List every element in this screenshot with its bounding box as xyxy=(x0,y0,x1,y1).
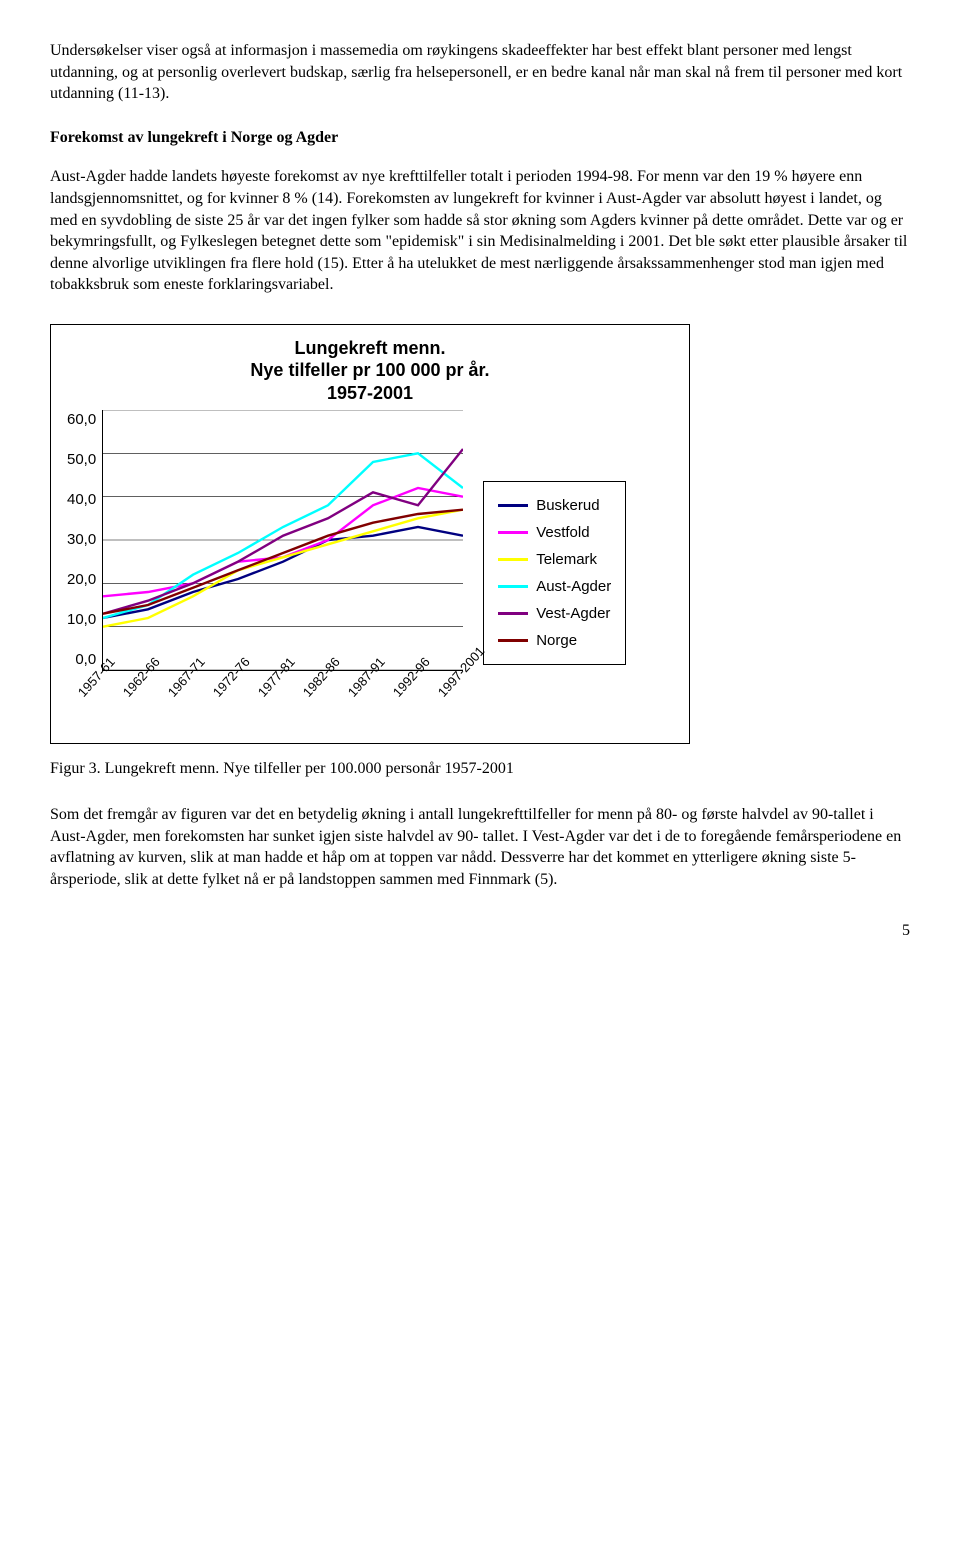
body-paragraph: Aust-Agder hadde landets høyeste forekom… xyxy=(50,166,910,296)
legend-item: Telemark xyxy=(498,546,611,573)
legend-swatch xyxy=(498,585,528,588)
legend-label: Buskerud xyxy=(536,492,599,519)
legend-item: Buskerud xyxy=(498,492,611,519)
line-chart-svg xyxy=(103,410,463,670)
chart-title: Lungekreft menn. Nye tilfeller pr 100 00… xyxy=(67,337,673,405)
body-paragraph-2: Som det fremgår av figuren var det en be… xyxy=(50,804,910,890)
chart-title-line3: 1957-2001 xyxy=(327,383,413,403)
y-tick-label: 30,0 xyxy=(67,530,96,550)
legend-item: Aust-Agder xyxy=(498,573,611,600)
y-tick-label: 10,0 xyxy=(67,610,96,630)
legend-label: Vest-Agder xyxy=(536,600,610,627)
page-number: 5 xyxy=(50,920,910,942)
legend: BuskerudVestfoldTelemarkAust-AgderVest-A… xyxy=(483,481,626,665)
figure-caption: Figur 3. Lungekreft menn. Nye tilfeller … xyxy=(50,758,910,780)
legend-item: Vestfold xyxy=(498,519,611,546)
series-vestfold xyxy=(103,488,463,596)
legend-swatch xyxy=(498,531,528,534)
y-tick-label: 40,0 xyxy=(67,490,96,510)
y-tick-label: 50,0 xyxy=(67,450,96,470)
legend-label: Telemark xyxy=(536,546,597,573)
intro-paragraph: Undersøkelser viser også at informasjon … xyxy=(50,40,910,105)
section-heading: Forekomst av lungekreft i Norge og Agder xyxy=(50,127,910,149)
legend-swatch xyxy=(498,612,528,615)
legend-label: Aust-Agder xyxy=(536,573,611,600)
chart-container: Lungekreft menn. Nye tilfeller pr 100 00… xyxy=(50,324,690,745)
legend-item: Vest-Agder xyxy=(498,600,611,627)
plot-area xyxy=(102,410,463,671)
y-axis: 60,050,040,030,020,010,00,0 xyxy=(67,410,102,670)
legend-swatch xyxy=(498,558,528,561)
chart-title-line2: Nye tilfeller pr 100 000 pr år. xyxy=(250,360,489,380)
legend-label: Norge xyxy=(536,627,577,654)
series-buskerud xyxy=(103,527,463,618)
legend-item: Norge xyxy=(498,627,611,654)
chart-title-line1: Lungekreft menn. xyxy=(294,338,445,358)
legend-label: Vestfold xyxy=(536,519,589,546)
legend-swatch xyxy=(498,639,528,642)
y-tick-label: 20,0 xyxy=(67,570,96,590)
x-axis: 1957-611962-661967-711972-761977-811982-… xyxy=(102,675,463,735)
y-tick-label: 60,0 xyxy=(67,410,96,430)
series-vest-agder xyxy=(103,449,463,614)
legend-swatch xyxy=(498,504,528,507)
